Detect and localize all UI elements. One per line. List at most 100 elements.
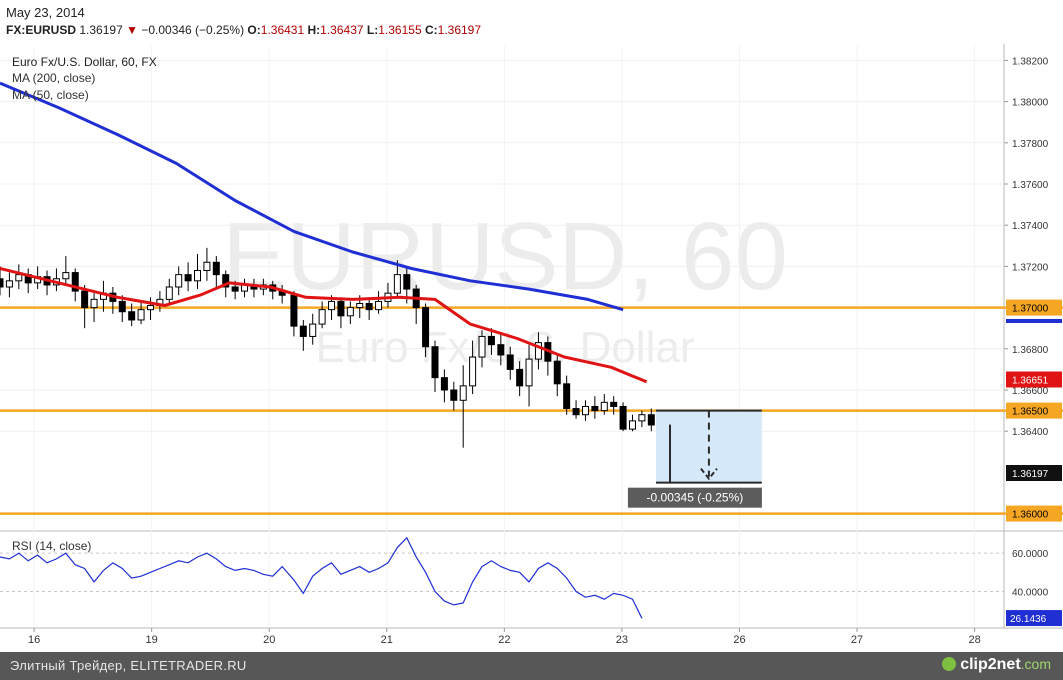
- symbol-label: FX:EURUSD: [6, 23, 77, 37]
- candle-body: [497, 344, 505, 356]
- price-tick-label: 1.38000: [1012, 98, 1049, 109]
- candle-body: [403, 274, 411, 290]
- rsi-value-tag-bg: [1006, 610, 1062, 627]
- price-tick-label: 1.37200: [1012, 262, 1049, 273]
- candle-body: [591, 405, 599, 412]
- candle-body: [146, 305, 154, 311]
- candle-body: [487, 335, 495, 346]
- candle-body: [581, 405, 589, 416]
- candle-body: [137, 309, 145, 321]
- candle-body: [231, 286, 239, 292]
- candle-body: [393, 274, 401, 294]
- candle-body: [553, 360, 561, 385]
- time-axis[interactable]: 16 19 20 21 22 23 26 27 28: [28, 628, 981, 646]
- candle-body: [563, 383, 571, 410]
- level-price-tag: 1.36000: [1012, 510, 1049, 521]
- ma50-line: [0, 267, 648, 384]
- measure-label-bg: [627, 487, 762, 508]
- candle-body: [203, 261, 211, 272]
- legend-title: Euro Fx/U.S. Dollar, 60, FX: [12, 55, 157, 69]
- candle-body: [346, 307, 354, 317]
- rsi-pane: 60.0000 40.0000 26.1436: [0, 536, 1062, 627]
- rsi-title[interactable]: RSI (14, close): [12, 539, 91, 553]
- candle-body: [459, 385, 467, 401]
- horizontal-levels[interactable]: [0, 306, 1063, 515]
- grid: [0, 46, 1004, 626]
- candle-body: [81, 290, 89, 309]
- candle-body: [194, 270, 202, 282]
- clip2net-logo-icon: [942, 657, 957, 671]
- measure-label: -0.00345 (-0.25%): [647, 491, 744, 505]
- candle-body: [506, 354, 514, 370]
- rsi-value-tag: 26.1436: [1010, 614, 1047, 625]
- price-chart[interactable]: EURUSD, 60 Euro Fx/U.S. Dollar -0.00345 …: [0, 44, 1063, 652]
- candle-body: [71, 272, 79, 292]
- time-tick-label: 26: [733, 634, 745, 646]
- candle-body: [647, 414, 655, 426]
- level-price-tag: 1.37000: [1012, 304, 1049, 315]
- candle-body: [375, 300, 383, 311]
- measure-tool[interactable]: -0.00345 (-0.25%): [627, 409, 762, 508]
- ma200-line: [0, 81, 624, 312]
- price-tags: 1.37000 1.36500 1.36000 1.36651 1.36197: [1006, 299, 1062, 522]
- footer-bar: Элитный Трейдер, ELITETRADER.RU clip2net…: [0, 652, 1063, 680]
- low-value: 1.36155: [378, 23, 422, 37]
- time-tick-label: 21: [381, 634, 393, 646]
- quote-line: FX:EURUSD 1.36197 ▼ −0.00346 (−0.25%) O:…: [6, 23, 481, 37]
- ma200-price-tag: [1006, 318, 1062, 323]
- candle-body: [450, 389, 458, 401]
- candle-body: [212, 261, 220, 276]
- close-label: C:: [424, 23, 438, 37]
- time-tick-label: 22: [498, 634, 510, 646]
- candle-body: [356, 302, 364, 309]
- price-tick-label: 1.38200: [1012, 56, 1049, 67]
- candle-body: [638, 414, 646, 422]
- open-label: O:: [247, 23, 261, 37]
- candle-body: [62, 272, 70, 280]
- price-tick-label: 1.36400: [1012, 427, 1049, 438]
- price-axis[interactable]: 1.38200 1.38000 1.37800 1.37600 1.37400 1.372…: [1004, 56, 1049, 438]
- price-tick-label: 1.36600: [1012, 386, 1049, 397]
- candle-body: [516, 368, 524, 387]
- candle-body: [365, 302, 373, 311]
- legend-ma200[interactable]: MA (200, close): [12, 71, 95, 85]
- candle-body: [534, 342, 542, 360]
- time-tick-label: 27: [851, 634, 863, 646]
- chart-header: May 23, 2014 FX:EURUSD 1.36197 ▼ −0.0034…: [0, 0, 1063, 44]
- candle-body: [610, 401, 618, 407]
- legend-ma50[interactable]: MA (50, close): [12, 88, 89, 102]
- moving-averages: [0, 81, 648, 384]
- price-tick-label: 1.37800: [1012, 139, 1049, 150]
- candle-body: [318, 309, 326, 325]
- clip2net-logo: clip2net.com: [942, 656, 1051, 674]
- date-label: May 23, 2014: [6, 5, 85, 20]
- low-label: L:: [366, 23, 379, 37]
- candle-body: [222, 274, 230, 288]
- last-price: 1.36197: [79, 23, 123, 37]
- level-price-tag-bg: [1006, 299, 1062, 316]
- ma50-price-tag: 1.36651: [1012, 375, 1049, 386]
- candle-body: [90, 298, 98, 309]
- candle-body: [431, 346, 439, 379]
- candle-body: [118, 300, 126, 313]
- candle-body: [5, 280, 13, 288]
- candle-body: [572, 408, 580, 416]
- candle-body: [290, 294, 298, 327]
- time-tick-label: 20: [263, 634, 275, 646]
- candle-body: [175, 274, 183, 288]
- time-tick-label: 28: [968, 634, 980, 646]
- watermark-name: Euro Fx/U.S. Dollar: [316, 323, 695, 372]
- candle-body: [0, 278, 4, 288]
- level-price-tag: 1.36500: [1012, 407, 1049, 418]
- time-tick-label: 23: [616, 634, 628, 646]
- change-value: −0.00346 (−0.25%): [141, 23, 245, 37]
- candle-body: [337, 300, 345, 317]
- price-tick-label: 1.36800: [1012, 345, 1049, 356]
- last-price-tag: 1.36197: [1012, 469, 1049, 480]
- watermark-symbol: EURUSD, 60: [222, 203, 788, 310]
- candle-body: [328, 300, 336, 311]
- ma50-price-tag-bg: [1006, 371, 1062, 388]
- close-value: 1.36197: [437, 23, 482, 37]
- time-tick-label: 16: [28, 634, 40, 646]
- high-value: 1.36437: [320, 23, 364, 37]
